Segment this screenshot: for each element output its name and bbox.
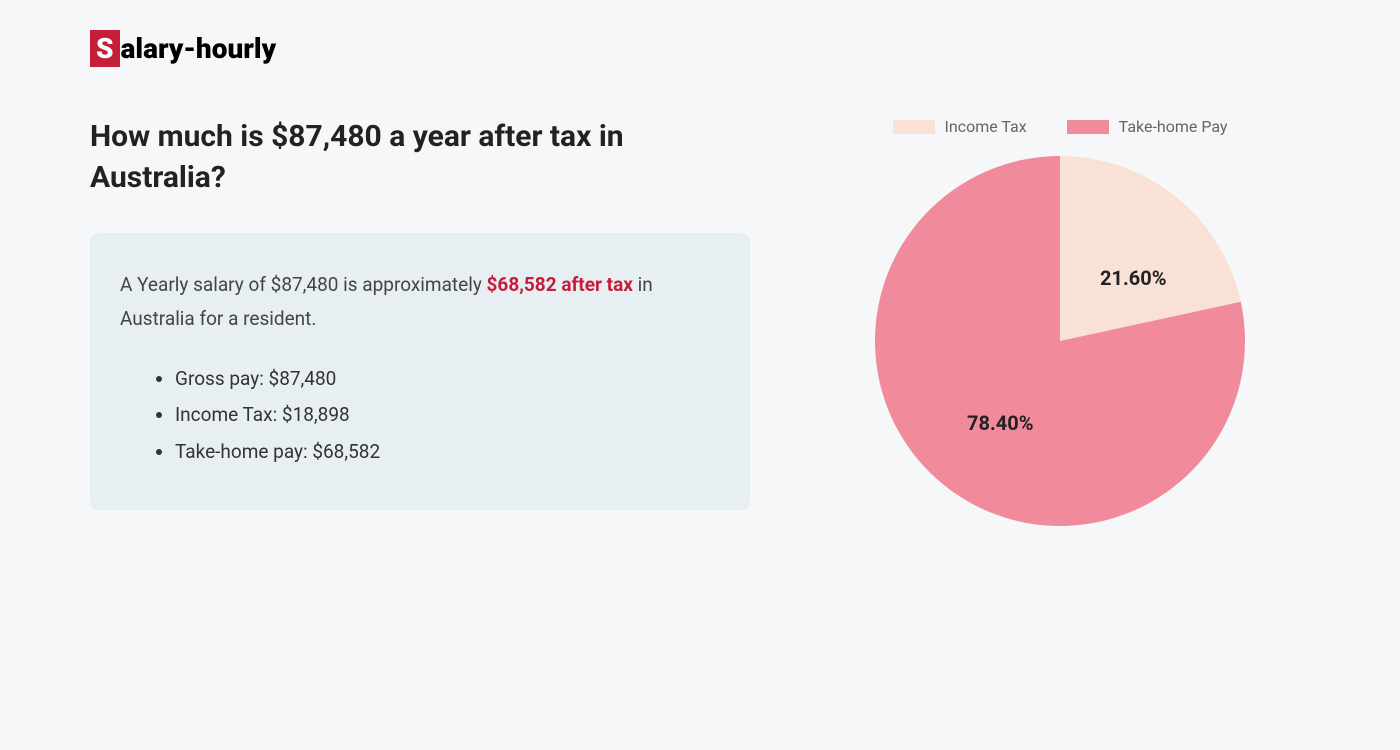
legend-swatch [893,120,935,134]
list-item: Take-home pay: $68,582 [175,434,720,470]
pie-label-take-home: 78.40% [967,411,1033,435]
legend-label: Income Tax [945,117,1027,136]
summary-list: Gross pay: $87,480 Income Tax: $18,898 T… [120,361,720,469]
site-logo: Salary-hourly [90,30,1310,67]
legend-label: Take-home Pay [1119,117,1228,136]
list-item: Gross pay: $87,480 [175,361,720,397]
legend-item-take-home: Take-home Pay [1067,117,1228,136]
chart-legend: Income Tax Take-home Pay [893,117,1228,136]
pie-svg [875,156,1245,526]
pie-chart: 21.60% 78.40% [875,156,1245,526]
summary-box: A Yearly salary of $87,480 is approximat… [90,233,750,510]
list-item: Income Tax: $18,898 [175,397,720,433]
left-panel: How much is $87,480 a year after tax in … [90,117,750,526]
chart-panel: Income Tax Take-home Pay 21.60% 78.40% [810,117,1310,526]
summary-before: A Yearly salary of $87,480 is approximat… [120,273,487,296]
summary-highlight: $68,582 after tax [487,273,633,296]
logo-initial: S [90,30,120,67]
main-container: How much is $87,480 a year after tax in … [90,117,1310,526]
summary-text: A Yearly salary of $87,480 is approximat… [120,268,720,336]
logo-text: alary-hourly [121,32,277,65]
page-heading: How much is $87,480 a year after tax in … [90,117,750,198]
pie-label-income-tax: 21.60% [1100,266,1166,290]
legend-swatch [1067,120,1109,134]
legend-item-income-tax: Income Tax [893,117,1027,136]
